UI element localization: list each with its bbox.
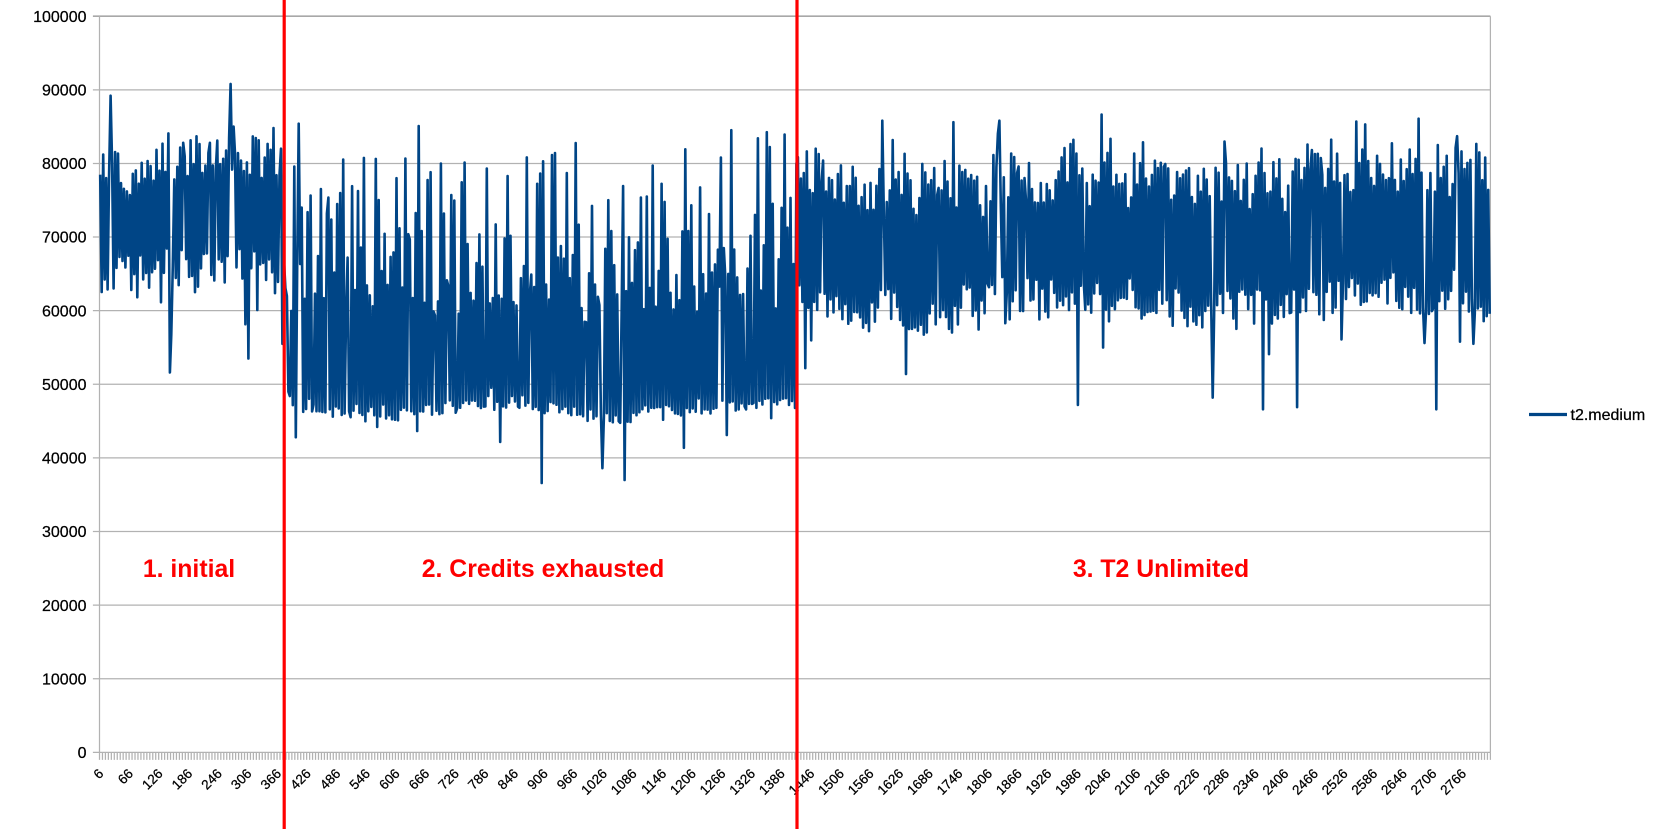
svg-text:10000: 10000	[42, 671, 87, 688]
svg-text:100000: 100000	[33, 9, 86, 26]
svg-text:1. initial: 1. initial	[143, 556, 235, 583]
svg-text:30000: 30000	[42, 524, 87, 541]
svg-text:90000: 90000	[42, 82, 87, 99]
svg-text:2. Credits exhausted: 2. Credits exhausted	[422, 556, 665, 583]
svg-text:80000: 80000	[42, 156, 87, 173]
svg-text:t2.medium: t2.medium	[1571, 407, 1646, 424]
svg-text:60000: 60000	[42, 303, 87, 320]
svg-text:50000: 50000	[42, 377, 87, 394]
svg-text:3. T2 Unlimited: 3. T2 Unlimited	[1073, 556, 1249, 583]
svg-text:0: 0	[78, 745, 87, 762]
svg-text:40000: 40000	[42, 451, 87, 468]
svg-text:70000: 70000	[42, 230, 87, 247]
svg-text:20000: 20000	[42, 598, 87, 615]
